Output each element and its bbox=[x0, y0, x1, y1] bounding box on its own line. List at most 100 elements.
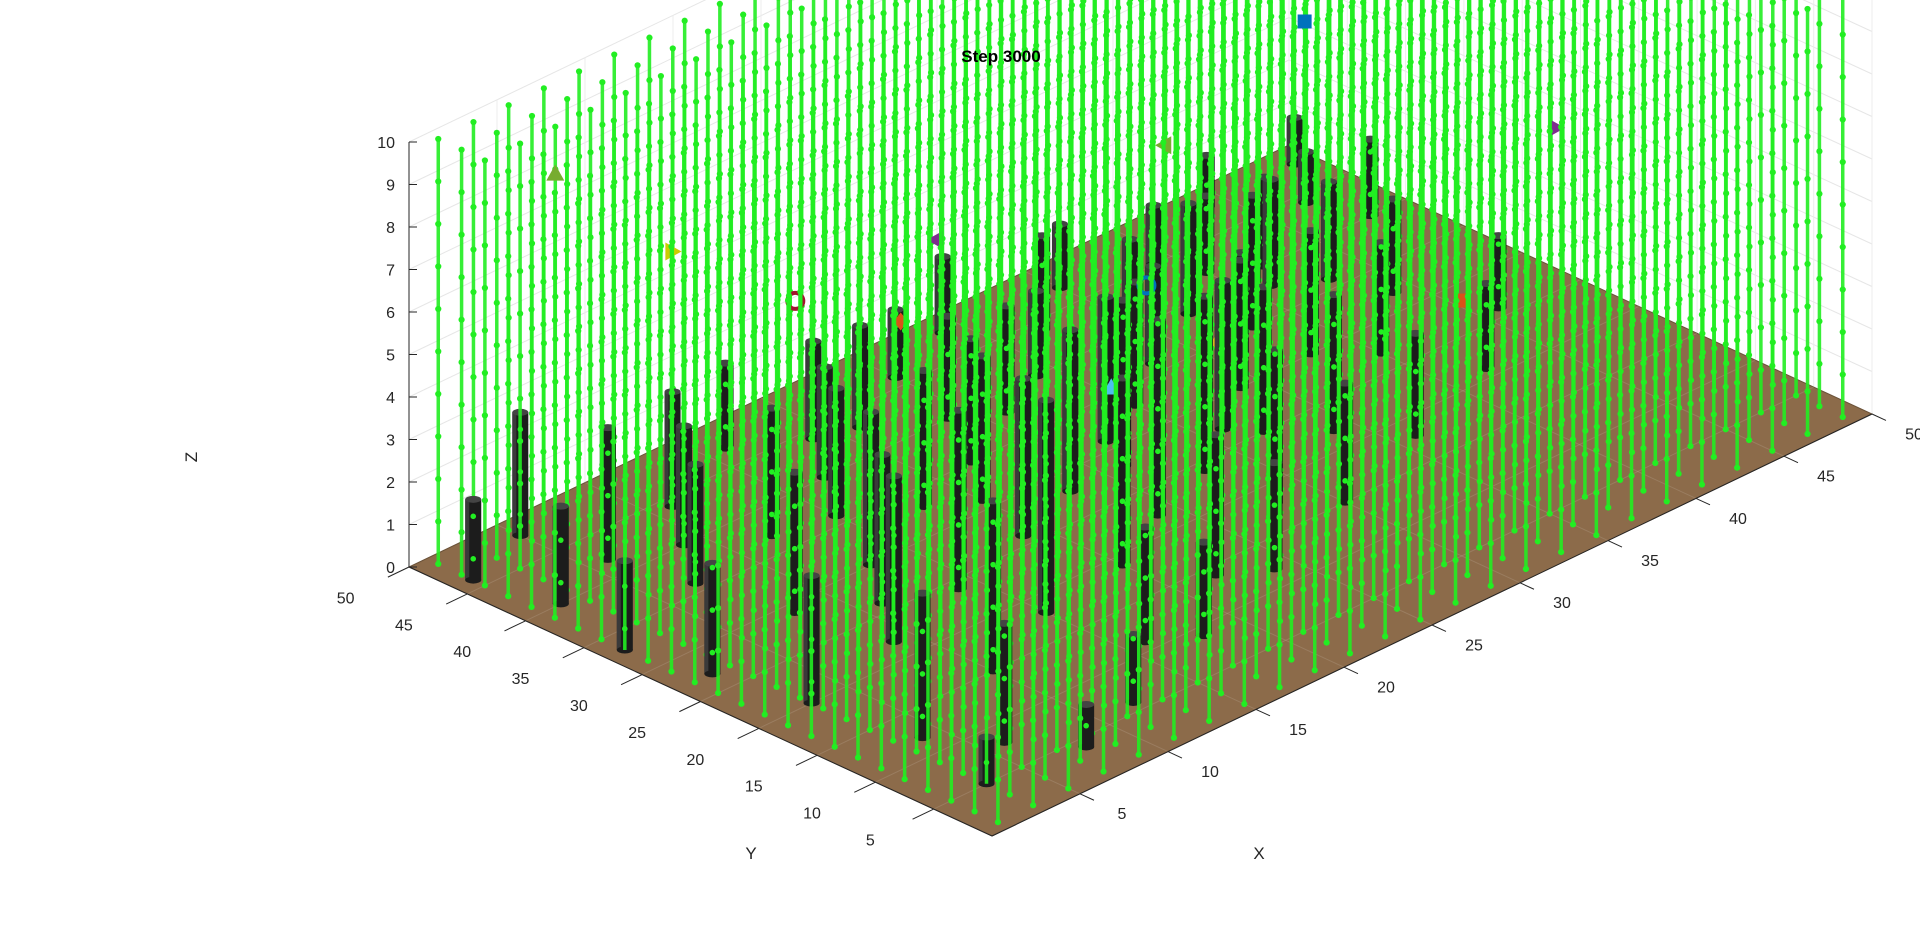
free-point bbox=[1020, 74, 1027, 81]
free-point bbox=[1231, 81, 1238, 89]
free-point bbox=[1523, 8, 1530, 15]
free-point bbox=[868, 146, 875, 153]
free-point bbox=[481, 454, 488, 462]
free-point bbox=[798, 47, 805, 55]
agent-marker-triangle-up bbox=[546, 164, 565, 181]
free-point bbox=[1570, 6, 1577, 13]
free-point bbox=[1687, 188, 1694, 195]
free-point bbox=[458, 274, 465, 281]
obstacle-point bbox=[1249, 302, 1256, 309]
free-point bbox=[564, 138, 571, 145]
free-point bbox=[1160, 115, 1167, 122]
free-point bbox=[1722, 213, 1729, 220]
free-point bbox=[493, 172, 500, 179]
free-point bbox=[938, 46, 946, 53]
free-point bbox=[1243, 11, 1250, 18]
free-point bbox=[856, 107, 863, 115]
grid-line bbox=[408, 0, 795, 185]
free-point bbox=[704, 136, 711, 144]
obstacle-shade bbox=[1286, 117, 1291, 165]
free-point bbox=[1044, 61, 1051, 69]
free-point bbox=[961, 123, 969, 130]
free-point bbox=[622, 132, 629, 139]
free-point bbox=[1277, 103, 1284, 110]
free-point bbox=[1722, 256, 1729, 263]
free-point bbox=[1839, 201, 1846, 208]
free-point bbox=[1769, 0, 1776, 6]
free-point bbox=[1816, 148, 1823, 155]
free-point bbox=[1207, 28, 1214, 35]
free-point bbox=[1839, 31, 1846, 38]
free-point bbox=[844, 93, 852, 100]
free-point bbox=[669, 111, 676, 118]
free-point bbox=[470, 331, 477, 338]
free-point bbox=[1126, 0, 1133, 7]
free-point bbox=[985, 134, 992, 141]
free-point bbox=[493, 427, 500, 434]
free-point bbox=[1745, 266, 1753, 274]
free-point bbox=[1102, 79, 1109, 86]
free-point bbox=[1219, 67, 1226, 74]
point-column bbox=[435, 135, 442, 568]
free-point bbox=[481, 497, 488, 504]
free-point bbox=[1453, 19, 1460, 26]
free-point bbox=[985, 91, 992, 98]
free-point bbox=[1687, 103, 1694, 110]
free-point bbox=[1290, 9, 1297, 16]
free-point bbox=[587, 106, 594, 113]
obstacle-point bbox=[1331, 321, 1337, 328]
free-point bbox=[997, 40, 1004, 47]
free-point bbox=[880, 76, 887, 83]
free-point bbox=[1184, 17, 1191, 25]
free-point bbox=[481, 539, 488, 547]
free-point bbox=[1804, 345, 1811, 353]
free-point bbox=[540, 85, 547, 92]
free-point bbox=[1628, 66, 1636, 73]
point-column bbox=[481, 157, 488, 589]
free-point bbox=[1781, 335, 1788, 342]
free-point bbox=[1547, 19, 1554, 26]
free-point bbox=[1781, 207, 1788, 214]
free-point bbox=[435, 220, 442, 228]
free-point bbox=[821, 82, 828, 89]
free-point bbox=[1465, 14, 1472, 22]
free-point bbox=[1090, 83, 1097, 90]
free-point bbox=[1816, 403, 1823, 410]
free-point bbox=[1687, 18, 1694, 25]
scene-objects bbox=[435, 0, 1846, 826]
free-point bbox=[599, 121, 606, 128]
free-point bbox=[1336, 54, 1343, 62]
free-point bbox=[1500, 40, 1507, 47]
free-point bbox=[493, 554, 500, 561]
free-point bbox=[1640, 39, 1647, 46]
free-point bbox=[774, 103, 782, 110]
free-point bbox=[891, 90, 899, 98]
free-point bbox=[575, 134, 582, 141]
free-point bbox=[1137, 38, 1145, 46]
free-point bbox=[1277, 60, 1284, 68]
free-point bbox=[1839, 73, 1846, 81]
free-point bbox=[1020, 8, 1027, 15]
free-point bbox=[1722, 341, 1729, 348]
free-point bbox=[1582, 2, 1589, 9]
free-point bbox=[869, 14, 876, 21]
obstacle-shade bbox=[1214, 280, 1219, 430]
free-point bbox=[681, 83, 688, 90]
free-point bbox=[810, 86, 817, 93]
free-point bbox=[845, 69, 852, 76]
free-point bbox=[1793, 307, 1800, 314]
obstacle-point bbox=[1495, 241, 1502, 247]
free-point bbox=[763, 22, 770, 29]
obstacle-cylinder bbox=[465, 495, 482, 584]
free-point bbox=[1582, 45, 1589, 52]
free-point bbox=[1008, 78, 1016, 85]
free-point bbox=[1722, 86, 1729, 93]
obstacle-point bbox=[1202, 446, 1208, 453]
free-point bbox=[1605, 55, 1612, 63]
free-point bbox=[903, 86, 910, 94]
free-point bbox=[1114, 94, 1121, 101]
free-point bbox=[645, 143, 653, 150]
free-point bbox=[1781, 165, 1788, 172]
free-point bbox=[763, 64, 770, 72]
free-point bbox=[1793, 94, 1800, 102]
